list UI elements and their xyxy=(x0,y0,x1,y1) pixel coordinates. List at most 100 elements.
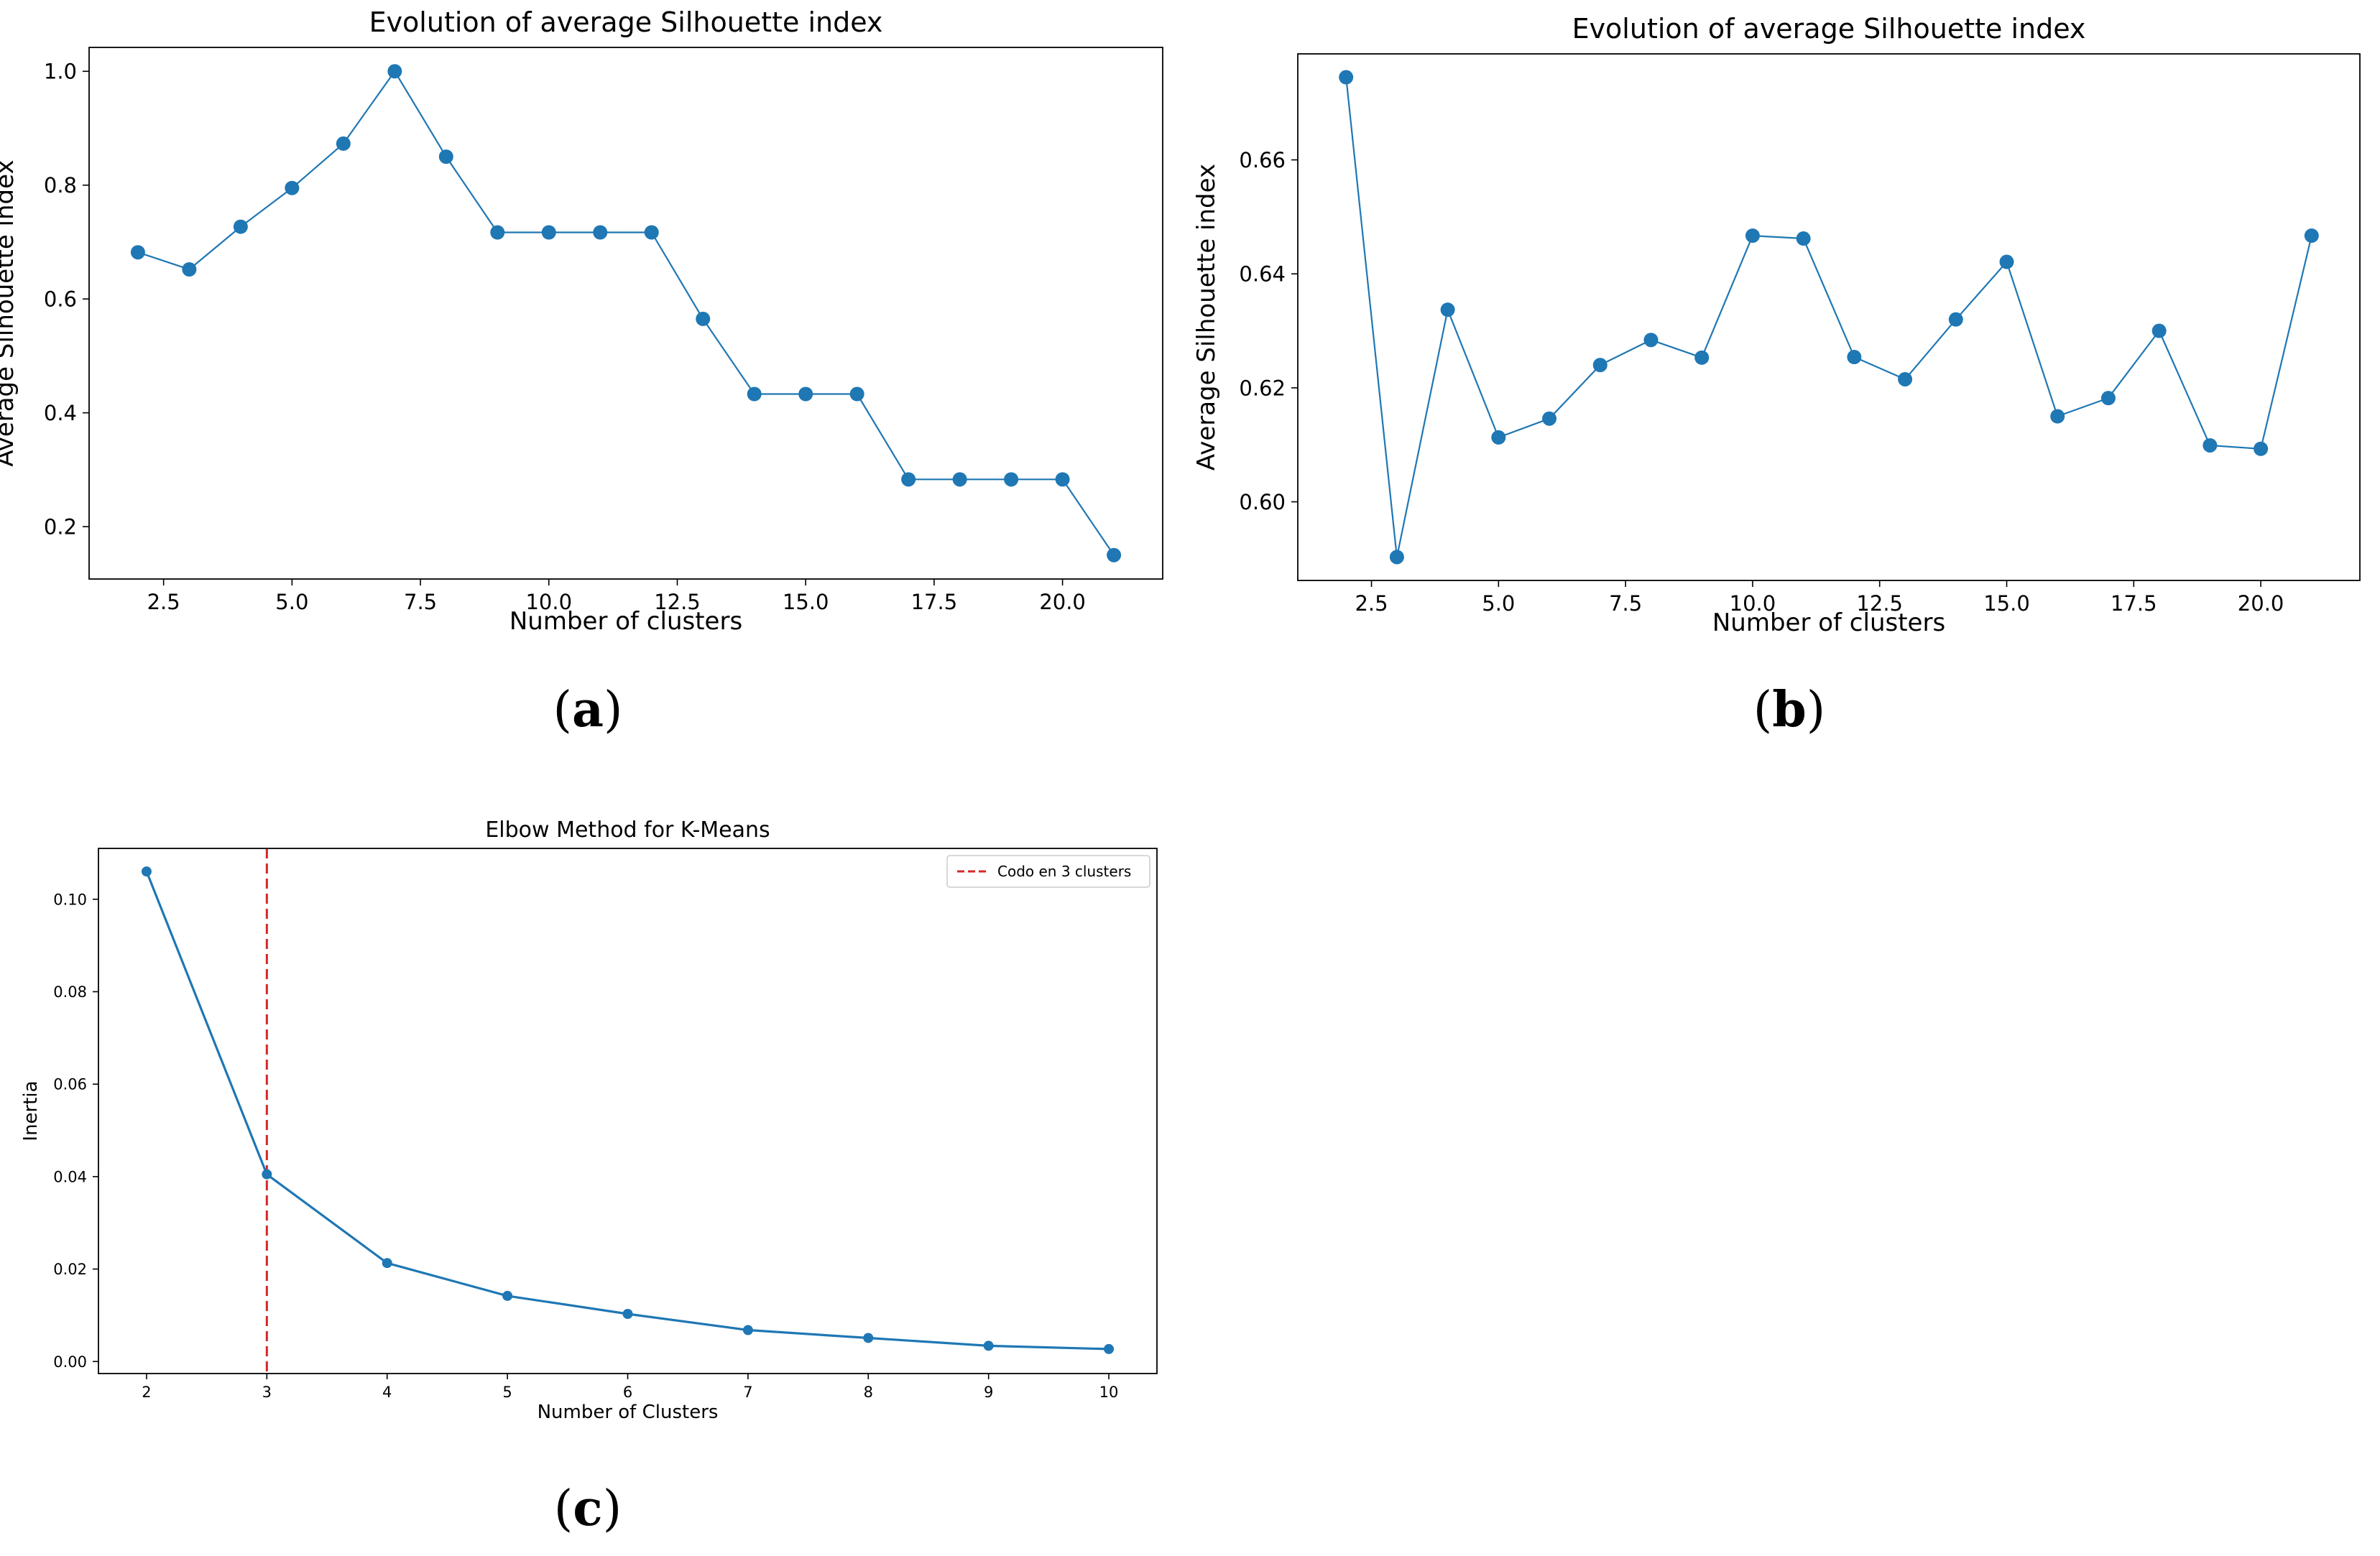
y-tick-label: 0.60 xyxy=(1239,490,1286,514)
x-axis-label: Number of clusters xyxy=(509,607,742,636)
data-point xyxy=(798,386,813,402)
data-point xyxy=(1745,228,1760,244)
series-line xyxy=(1345,77,2312,558)
data-point xyxy=(1440,302,1455,318)
caption-c: (c) xyxy=(553,1480,622,1537)
data-point xyxy=(901,472,916,487)
x-tick-label: 15.0 xyxy=(783,590,829,614)
y-tick-label: 0.2 xyxy=(44,515,77,539)
caption-b: (b) xyxy=(1753,681,1826,738)
y-axis-label: Average Silhouette index xyxy=(0,159,19,466)
data-point xyxy=(1107,547,1122,562)
x-tick-label: 8 xyxy=(864,1384,873,1401)
x-tick-label: 4 xyxy=(382,1384,392,1401)
chart-b: Evolution of average Silhouette index 2.5… xyxy=(1192,13,2361,637)
x-tick-label: 12.5 xyxy=(1856,591,1903,616)
data-point xyxy=(1592,358,1608,373)
data-point xyxy=(2050,409,2065,424)
data-point xyxy=(742,1325,753,1335)
data-point xyxy=(233,219,248,234)
y-tick-label: 0.02 xyxy=(53,1261,87,1278)
data-point xyxy=(1643,333,1659,348)
x-tick-label: 5.0 xyxy=(275,590,308,614)
data-point xyxy=(285,180,300,195)
data-point xyxy=(2203,437,2218,453)
data-point xyxy=(983,1340,994,1351)
data-point xyxy=(1796,231,1811,246)
y-tick-label: 0.06 xyxy=(53,1076,87,1093)
chart-a: Evolution of average Silhouette index 2.5… xyxy=(0,6,1163,636)
data-point xyxy=(952,472,967,487)
x-tick-label: 2.5 xyxy=(147,590,180,614)
data-point xyxy=(1948,312,1963,327)
data-point xyxy=(2100,391,2116,406)
x-tick-label: 2.5 xyxy=(1355,591,1388,616)
x-tick-label: 6 xyxy=(623,1384,632,1401)
data-point xyxy=(747,386,762,402)
data-point xyxy=(141,866,152,877)
x-tick-label: 17.5 xyxy=(911,590,958,614)
data-point xyxy=(1694,350,1710,365)
x-tick-label: 7.5 xyxy=(1609,591,1642,616)
y-axis-label: Average Silhouette index xyxy=(1192,164,1221,471)
data-point xyxy=(2304,228,2319,244)
data-point xyxy=(541,225,556,240)
data-point xyxy=(593,225,608,240)
series-line xyxy=(137,70,1115,556)
chart-c: Elbow Method for K-Means 2 3 4 5 6 7 8 9 10 0.00 0.… xyxy=(20,818,1158,1423)
data-point xyxy=(1542,411,1557,426)
chart-title: Evolution of average Silhouette index xyxy=(369,6,883,38)
y-tick-label: 0.04 xyxy=(53,1168,87,1185)
legend: Codo en 3 clusters xyxy=(946,855,1150,888)
data-point xyxy=(2151,323,2167,338)
data-point xyxy=(130,245,145,260)
x-tick-label: 9 xyxy=(984,1384,993,1401)
legend-label: Codo en 3 clusters xyxy=(997,863,1131,880)
y-tick-label: 0.62 xyxy=(1239,376,1286,400)
data-point xyxy=(1491,430,1506,445)
x-axis-label: Number of clusters xyxy=(1712,608,1945,637)
x-axis-label: Number of Clusters xyxy=(538,1402,719,1423)
data-point xyxy=(1999,254,2014,269)
data-point xyxy=(387,64,402,79)
x-tick-label: 2 xyxy=(142,1384,151,1401)
data-point xyxy=(382,1258,392,1269)
y-tick-label: 0.08 xyxy=(53,983,87,1001)
x-tick-label: 3 xyxy=(262,1384,272,1401)
series-line xyxy=(145,871,1110,1351)
data-point xyxy=(336,136,351,151)
data-point xyxy=(490,225,505,240)
x-tick-label: 7 xyxy=(743,1384,752,1401)
data-point xyxy=(696,311,711,326)
chart-title: Evolution of average Silhouette index xyxy=(1572,13,2086,45)
x-tick-label: 17.5 xyxy=(2111,591,2157,616)
x-tick-label: 20.0 xyxy=(1039,590,1086,614)
data-point xyxy=(1389,550,1404,565)
y-tick-label: 0.10 xyxy=(53,891,87,908)
data-point xyxy=(622,1308,633,1319)
data-point xyxy=(502,1290,513,1301)
data-point xyxy=(1055,472,1070,487)
x-tick-label: 7.5 xyxy=(404,590,437,614)
x-tick-label: 5 xyxy=(502,1384,512,1401)
chart-title: Elbow Method for K-Means xyxy=(485,818,770,843)
data-point xyxy=(2254,441,2269,456)
y-tick-label: 0.64 xyxy=(1239,262,1286,287)
data-point xyxy=(1339,70,1354,85)
data-point xyxy=(1104,1343,1115,1354)
data-point xyxy=(262,1169,272,1180)
x-tick-label: 12.5 xyxy=(654,590,701,614)
data-point xyxy=(849,386,864,402)
plot-frame xyxy=(88,47,1163,580)
data-point xyxy=(438,149,453,165)
x-tick-label: 15.0 xyxy=(1983,591,2030,616)
x-tick-label: 5.0 xyxy=(1482,591,1515,616)
data-point xyxy=(863,1333,874,1343)
y-tick-label: 1.0 xyxy=(44,60,77,84)
plot-frame xyxy=(98,848,1158,1374)
x-tick-label: 10.0 xyxy=(1730,591,1776,616)
y-tick-label: 0.66 xyxy=(1239,148,1286,172)
data-point xyxy=(644,225,659,240)
x-tick-label: 10 xyxy=(1099,1384,1119,1401)
